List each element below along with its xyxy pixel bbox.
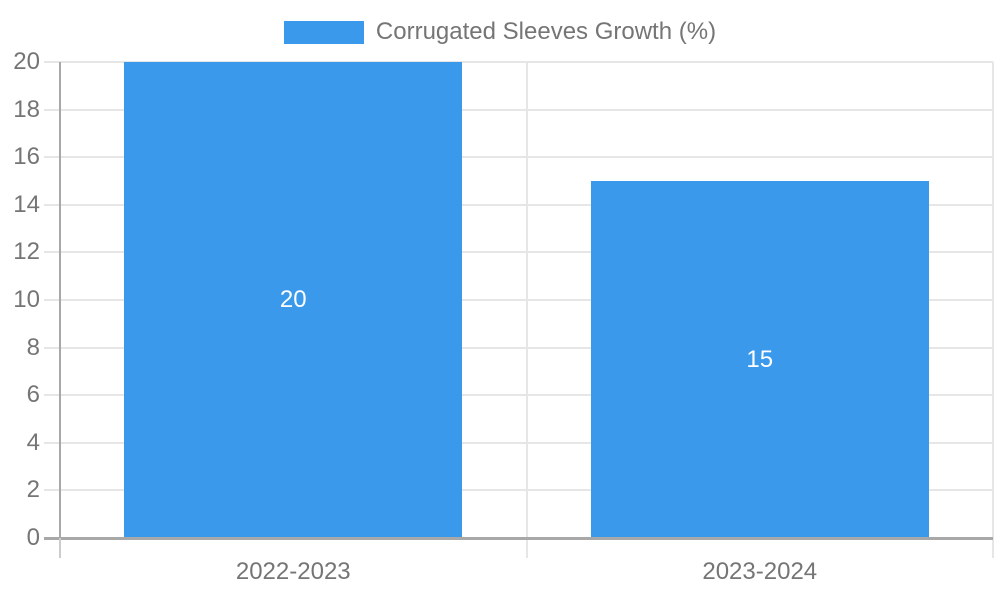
x-gridline [992, 62, 994, 558]
y-gridline [44, 203, 993, 206]
y-axis-line [59, 62, 61, 538]
bar-value-label: 15 [746, 345, 774, 373]
y-tick-label: 14 [13, 190, 40, 218]
x-gridline [525, 62, 528, 558]
y-tick-label: 12 [13, 238, 40, 266]
y-gridline [44, 489, 993, 492]
bar-value-label: 20 [279, 286, 307, 313]
y-gridline [44, 61, 993, 63]
y-gridline [44, 394, 993, 397]
y-gridline [44, 251, 993, 254]
x-category-label: 2023-2024 [702, 558, 818, 585]
x-category-label: 2022-2023 [235, 558, 351, 585]
y-tick-label: 16 [13, 143, 40, 171]
y-tick-label: 10 [13, 286, 40, 313]
y-tick-label: 0 [26, 524, 40, 551]
bar-2023-2024[interactable] [590, 181, 929, 538]
legend-label: Corrugated Sleeves Growth (%) [375, 18, 717, 45]
y-tick-label: 8 [26, 333, 40, 361]
y-tick-label: 6 [26, 381, 40, 409]
y-gridline [44, 346, 993, 349]
legend-swatch [283, 20, 364, 44]
y-gridline [44, 441, 993, 444]
y-tick-label: 4 [26, 428, 40, 456]
bar-2022-2023[interactable] [124, 62, 463, 538]
y-tick-label: 18 [13, 95, 40, 123]
y-axis-tick-below [59, 538, 61, 558]
x-axis-line [44, 536, 993, 540]
y-gridline [44, 108, 993, 111]
y-tick-label: 2 [26, 476, 40, 504]
legend[interactable]: Corrugated Sleeves Growth (%) [0, 17, 1000, 47]
y-gridline [44, 156, 993, 159]
y-gridline [44, 299, 993, 301]
y-tick-label: 20 [13, 48, 40, 75]
